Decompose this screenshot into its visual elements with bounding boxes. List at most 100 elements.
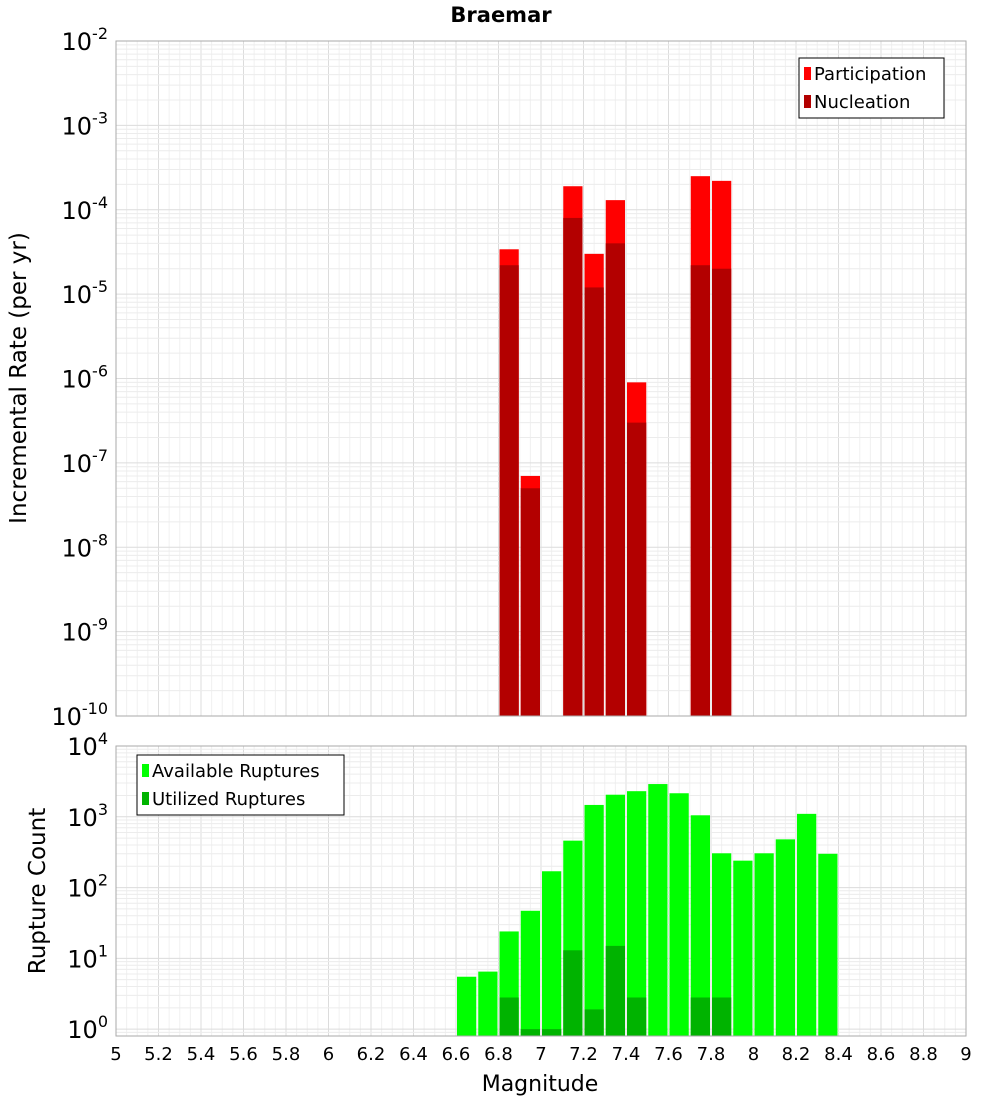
bar (584, 287, 604, 716)
y-tick-base: 10 (62, 281, 93, 309)
y-tick-exponent: -8 (92, 530, 108, 549)
y-tick-base: 10 (62, 619, 93, 647)
y-tick-label: 10-8 (62, 530, 109, 562)
x-tick-label: 7.8 (697, 1044, 726, 1065)
bar (712, 997, 732, 1036)
bar (690, 815, 710, 1036)
y-tick-exponent: -2 (92, 24, 108, 43)
bar (690, 265, 710, 716)
y-tick-base: 10 (62, 366, 93, 394)
x-tick-label: 5.2 (144, 1044, 173, 1065)
bar (457, 976, 477, 1036)
y-tick-label: 10-7 (62, 446, 109, 478)
bar (690, 997, 710, 1036)
legend-swatch (142, 764, 149, 777)
y-tick-label: 10-2 (62, 24, 109, 56)
bar (584, 1009, 604, 1036)
x-tick-label: 6 (323, 1044, 334, 1065)
y-tick-label: 10-4 (62, 193, 109, 225)
y-tick-base: 10 (62, 28, 93, 56)
x-tick-label: 7.6 (654, 1044, 683, 1065)
y-tick-base: 10 (67, 804, 98, 832)
y-tick-base: 10 (51, 703, 82, 731)
bar (542, 1029, 562, 1036)
y-tick-exponent: -5 (92, 277, 108, 296)
y-tick-exponent: -10 (82, 699, 108, 718)
y-tick-base: 10 (62, 112, 93, 140)
y-tick-base: 10 (62, 534, 93, 562)
bar (775, 839, 795, 1036)
bottom-y-axis-label: Rupture Count (25, 808, 51, 974)
x-tick-label: 7 (535, 1044, 546, 1065)
bar (797, 813, 817, 1036)
y-tick-exponent: -7 (92, 446, 108, 465)
top-y-axis-label: Incremental Rate (per yr) (6, 232, 32, 524)
bar (754, 853, 774, 1036)
top-gridlines (115, 40, 967, 717)
x-tick-label: 5 (110, 1044, 121, 1065)
chart-title: Braemar (450, 3, 552, 27)
legend-box (136, 754, 345, 816)
bar (712, 268, 732, 716)
legend-swatch (142, 792, 149, 805)
y-tick-label: 103 (67, 800, 108, 832)
x-tick-label: 6.6 (442, 1044, 471, 1065)
bar (627, 422, 647, 716)
legend-label: Utilized Ruptures (152, 789, 305, 810)
bar (499, 997, 519, 1036)
y-tick-exponent: -9 (92, 615, 108, 634)
legend-swatch (804, 67, 811, 80)
x-tick-label: 5.6 (229, 1044, 258, 1065)
legend-label: Participation (814, 64, 926, 85)
y-tick-base: 10 (67, 733, 98, 761)
y-tick-base: 10 (62, 197, 93, 225)
y-tick-label: 100 (67, 1012, 108, 1044)
legend-label: Available Ruptures (152, 761, 320, 782)
top-series-nucleation (499, 217, 732, 717)
bar (520, 1029, 540, 1036)
bar (605, 945, 625, 1036)
bottom-legend: Available Ruptures Utilized Ruptures (136, 754, 345, 816)
y-tick-label: 10-5 (62, 277, 109, 309)
bar (627, 997, 647, 1036)
x-tick-label: 8.2 (782, 1044, 811, 1065)
bar (520, 488, 540, 716)
y-tick-label: 104 (67, 729, 108, 761)
y-tick-label: 10-6 (62, 362, 109, 394)
x-tick-label: 8 (748, 1044, 759, 1065)
y-tick-exponent: 3 (98, 800, 108, 819)
bottom-series-utilized-ruptures (499, 945, 732, 1036)
bar (669, 793, 689, 1036)
x-tick-label: 7.4 (612, 1044, 641, 1065)
x-axis-label: Magnitude (482, 1072, 599, 1097)
bar (563, 217, 583, 716)
y-tick-exponent: 4 (98, 729, 108, 748)
bar (627, 791, 647, 1036)
bar (648, 784, 668, 1036)
bar (542, 871, 562, 1036)
legend-box (798, 57, 945, 119)
y-tick-exponent: -3 (92, 108, 108, 127)
bar (478, 971, 498, 1036)
y-tick-base: 10 (67, 945, 98, 973)
y-tick-exponent: 1 (98, 941, 108, 960)
x-tick-label: 6.2 (357, 1044, 386, 1065)
bar (584, 804, 604, 1036)
x-tick-label: 9 (960, 1044, 971, 1065)
bar (563, 950, 583, 1036)
bar (733, 860, 753, 1036)
y-tick-label: 101 (67, 941, 108, 973)
y-tick-label: 102 (67, 871, 108, 903)
bar (712, 853, 732, 1036)
y-tick-label: 10-10 (51, 699, 108, 731)
y-tick-label: 10-9 (62, 615, 109, 647)
x-tick-label: 6.8 (484, 1044, 513, 1065)
y-tick-label: 10-3 (62, 108, 109, 140)
bar (818, 853, 838, 1036)
x-tick-label: 7.2 (569, 1044, 598, 1065)
legend-label: Nucleation (814, 92, 910, 113)
x-tick-label: 8.4 (824, 1044, 853, 1065)
bar (499, 265, 519, 716)
